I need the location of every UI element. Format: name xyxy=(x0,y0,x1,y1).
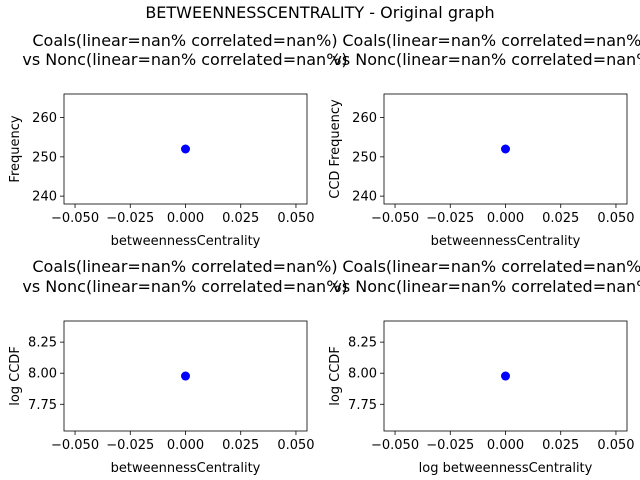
x-tick-label: 0.000 xyxy=(167,438,204,453)
x-tick-label: 0.025 xyxy=(542,438,579,453)
subplot-2: Coals(linear=nan% correlated=nan%)vs Non… xyxy=(328,31,640,249)
data-point xyxy=(501,144,510,154)
y-tick-label: 240 xyxy=(32,190,57,205)
x-axis-label: betweennessCentrality xyxy=(431,234,581,249)
y-axis-label: log CCDF xyxy=(8,346,23,406)
subplot-3: Coals(linear=nan% correlated=nan%)vs Non… xyxy=(8,257,348,476)
x-tick-label: 0.050 xyxy=(277,211,314,226)
subplot-title-line2: vs Nonc(linear=nan% correlated=nan%) xyxy=(332,50,640,69)
data-point xyxy=(181,144,190,154)
x-tick-label: −0.050 xyxy=(51,211,99,226)
x-tick-label: 0.025 xyxy=(222,438,259,453)
x-tick-label: 0.025 xyxy=(222,211,259,226)
x-tick-label: 0.050 xyxy=(597,438,634,453)
y-tick-label: 8.25 xyxy=(28,336,57,351)
y-tick-label: 8.00 xyxy=(348,367,377,382)
y-tick-label: 8.00 xyxy=(28,367,57,382)
y-axis-label: log CCDF xyxy=(328,346,343,406)
subplot-title-line1: Coals(linear=nan% correlated=nan%) xyxy=(32,257,337,276)
x-tick-label: 0.000 xyxy=(487,438,524,453)
x-axis-label: betweennessCentrality xyxy=(111,461,261,476)
x-tick-label: −0.025 xyxy=(426,211,474,226)
x-tick-label: −0.025 xyxy=(106,211,154,226)
subplot-title-line2: vs Nonc(linear=nan% correlated=nan%) xyxy=(22,277,347,296)
x-tick-label: −0.050 xyxy=(371,438,419,453)
x-tick-label: −0.050 xyxy=(51,438,99,453)
x-tick-label: 0.050 xyxy=(277,438,314,453)
x-axis-label: betweennessCentrality xyxy=(111,234,261,249)
figure-suptitle: BETWEENNESSCENTRALITY - Original graph xyxy=(145,3,494,22)
y-axis-label: Frequency xyxy=(8,115,23,182)
x-tick-label: −0.050 xyxy=(371,211,419,226)
y-tick-label: 250 xyxy=(352,150,377,165)
subplot-1: Coals(linear=nan% correlated=nan%)vs Non… xyxy=(8,31,348,249)
y-tick-label: 240 xyxy=(352,190,377,205)
y-tick-label: 7.75 xyxy=(348,398,377,413)
subplot-title-line1: Coals(linear=nan% correlated=nan%) xyxy=(342,257,640,276)
y-tick-label: 260 xyxy=(32,111,57,126)
x-tick-label: 0.000 xyxy=(487,211,524,226)
y-tick-label: 260 xyxy=(352,111,377,126)
x-axis-label: log betweennessCentrality xyxy=(419,461,593,476)
subplot-4: Coals(linear=nan% correlated=nan%)vs Non… xyxy=(328,257,640,476)
x-tick-label: −0.025 xyxy=(426,438,474,453)
data-point xyxy=(181,371,190,381)
y-axis-label: CCD Frequency xyxy=(328,99,343,199)
y-tick-label: 250 xyxy=(32,150,57,165)
subplot-title-line2: vs Nonc(linear=nan% correlated=nan%) xyxy=(332,277,640,296)
subplot-title-line1: Coals(linear=nan% correlated=nan%) xyxy=(342,31,640,50)
y-tick-label: 7.75 xyxy=(28,398,57,413)
subplot-title-line1: Coals(linear=nan% correlated=nan%) xyxy=(32,31,337,50)
x-tick-label: 0.050 xyxy=(597,211,634,226)
y-tick-label: 8.25 xyxy=(348,336,377,351)
data-point xyxy=(501,371,510,381)
subplot-title-line2: vs Nonc(linear=nan% correlated=nan%) xyxy=(22,50,347,69)
x-tick-label: −0.025 xyxy=(106,438,154,453)
x-tick-label: 0.025 xyxy=(542,211,579,226)
x-tick-label: 0.000 xyxy=(167,211,204,226)
